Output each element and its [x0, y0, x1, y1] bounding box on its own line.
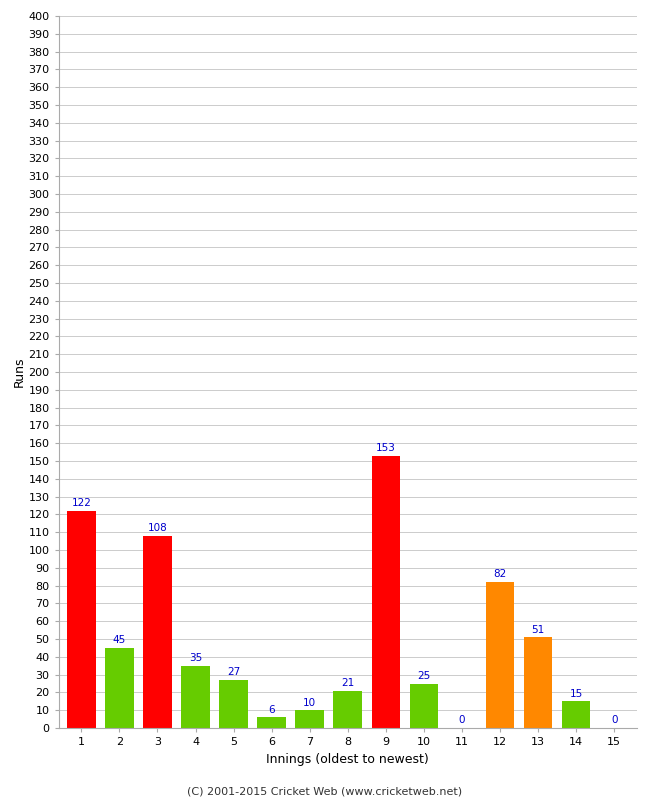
Bar	[181, 666, 210, 728]
Text: 25: 25	[417, 671, 430, 681]
Bar	[295, 710, 324, 728]
Bar	[410, 683, 438, 728]
Text: 27: 27	[227, 667, 240, 678]
Bar	[333, 690, 362, 728]
X-axis label: Innings (oldest to newest): Innings (oldest to newest)	[266, 753, 429, 766]
Bar	[486, 582, 514, 728]
Bar	[524, 638, 552, 728]
Text: 122: 122	[72, 498, 91, 508]
Bar	[372, 456, 400, 728]
Bar	[257, 718, 286, 728]
Text: 51: 51	[532, 625, 545, 634]
Text: 0: 0	[459, 715, 465, 726]
Y-axis label: Runs: Runs	[12, 357, 25, 387]
Text: 45: 45	[112, 635, 126, 646]
Text: 21: 21	[341, 678, 354, 688]
Text: 153: 153	[376, 443, 396, 453]
Text: 10: 10	[303, 698, 317, 707]
Bar	[67, 511, 96, 728]
Bar	[562, 702, 590, 728]
Text: 6: 6	[268, 705, 275, 714]
Text: 108: 108	[148, 523, 167, 533]
Text: 0: 0	[611, 715, 618, 726]
Text: (C) 2001-2015 Cricket Web (www.cricketweb.net): (C) 2001-2015 Cricket Web (www.cricketwe…	[187, 786, 463, 796]
Text: 35: 35	[189, 653, 202, 663]
Text: 15: 15	[569, 689, 583, 698]
Bar	[105, 648, 134, 728]
Bar	[219, 680, 248, 728]
Text: 82: 82	[493, 570, 506, 579]
Bar	[143, 536, 172, 728]
